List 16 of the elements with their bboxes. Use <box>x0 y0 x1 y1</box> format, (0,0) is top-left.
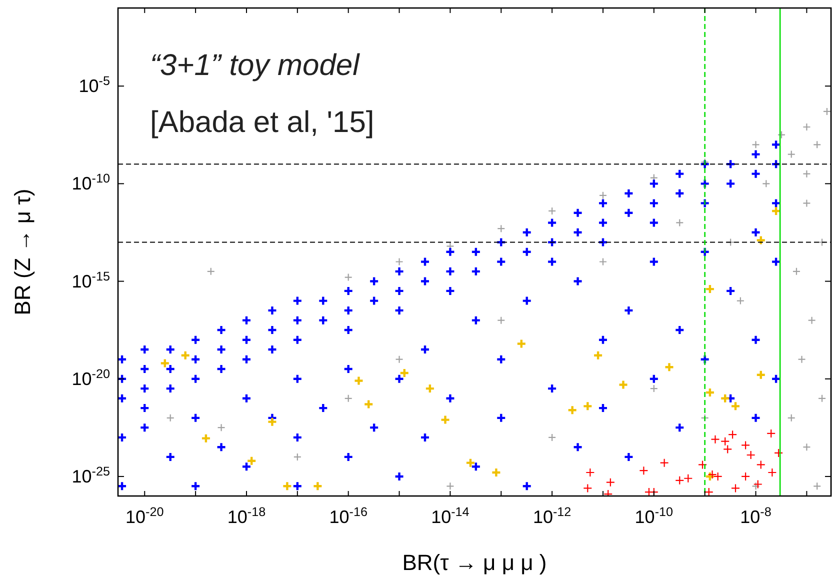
x-tick-label: 10$^{-12}$ <box>532 505 572 527</box>
annotation: [Abada et al, '15] <box>150 106 374 139</box>
x-tick-label: 10$^{-20}$ <box>126 505 164 527</box>
x-axis-title: BR(τ → μ μ μ ) <box>402 550 547 575</box>
x-tick-label: 10$^{-18}$ <box>227 505 266 527</box>
x-tick-label: 10$^{-8}$ <box>740 505 772 527</box>
annotation: “3+1” toy model <box>150 49 361 82</box>
x-tick-label: 10$^{-10}$ <box>634 505 674 527</box>
x-tick-label: 10$^{-14}$ <box>431 505 470 527</box>
y-tick-label: 10$^{-20}$ <box>72 366 110 389</box>
y-axis-title: BR (Z → μ τ) <box>10 188 35 316</box>
y-tick-label: 10$^{-25}$ <box>72 464 110 486</box>
x-tick-label: 10$^{-16}$ <box>329 505 368 527</box>
y-tick-label: 10$^{-15}$ <box>72 269 110 292</box>
y-tick-label: 10$^{-10}$ <box>72 172 110 194</box>
y-tick-label: 10$^{-5}$ <box>78 74 110 96</box>
